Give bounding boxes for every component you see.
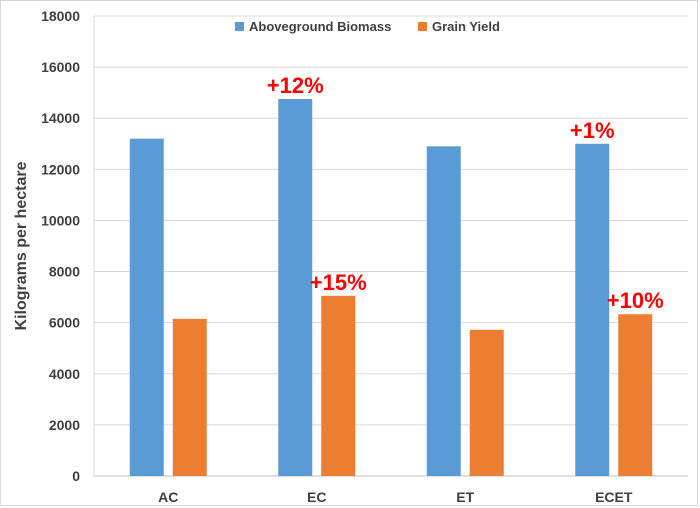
y-tick-label: 10000 xyxy=(41,212,80,228)
y-tick-label: 6000 xyxy=(49,315,80,331)
y-tick-label: 0 xyxy=(72,468,80,484)
y-tick-label: 12000 xyxy=(41,161,80,177)
y-tick-label: 14000 xyxy=(41,110,80,126)
legend-swatch xyxy=(418,22,427,31)
legend-label: Aboveground Biomass xyxy=(249,19,391,34)
bars xyxy=(129,99,653,477)
bar-aboveground-biomass-et xyxy=(426,146,461,477)
legend: Aboveground Biomass Grain Yield xyxy=(235,19,500,34)
bar-grain-yield-et xyxy=(469,329,504,476)
y-axis-ticks: 0 2000 4000 6000 8000 10000 12000 14000 16000 180… xyxy=(41,8,80,484)
bar-grain-yield-ac xyxy=(172,318,207,476)
bar-grain-yield-ecet xyxy=(618,314,653,476)
bar-grain-yield-ec xyxy=(321,295,356,476)
percent-change-label: +12% xyxy=(267,73,324,98)
x-tick-label: EC xyxy=(307,489,326,505)
y-axis-label: Kilograms per hectare xyxy=(13,161,30,330)
y-tick-label: 18000 xyxy=(41,8,80,24)
y-tick-label: 4000 xyxy=(49,366,80,382)
y-tick-label: 8000 xyxy=(49,264,80,280)
y-tick-label: 2000 xyxy=(49,417,80,433)
x-tick-label: AC xyxy=(158,489,178,505)
bar-aboveground-biomass-ec xyxy=(278,99,313,477)
percent-change-label: +10% xyxy=(607,288,664,313)
bar-aboveground-biomass-ac xyxy=(129,138,164,476)
x-tick-label: ET xyxy=(456,489,474,505)
bar-aboveground-biomass-ecet xyxy=(575,143,610,476)
x-axis-ticks: AC EC ET ECET xyxy=(158,489,633,505)
annotations: +12% +1% +15% +10% xyxy=(267,73,664,313)
legend-label: Grain Yield xyxy=(432,19,500,34)
y-tick-label: 16000 xyxy=(41,59,80,75)
legend-swatch xyxy=(235,22,244,31)
percent-change-label: +1% xyxy=(570,118,615,143)
x-tick-label: ECET xyxy=(595,489,633,505)
percent-change-label: +15% xyxy=(310,270,367,295)
